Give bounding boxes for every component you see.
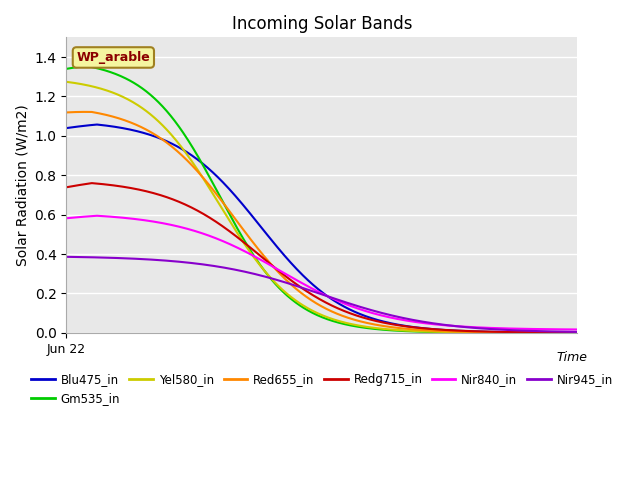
Text: Time: Time [557, 350, 588, 363]
Title: Incoming Solar Bands: Incoming Solar Bands [232, 15, 412, 33]
Y-axis label: Solar Radiation (W/m2): Solar Radiation (W/m2) [15, 104, 29, 266]
Legend: Blu475_in, Gm535_in, Yel580_in, Red655_in, Redg715_in, Nir840_in, Nir945_in: Blu475_in, Gm535_in, Yel580_in, Red655_i… [26, 368, 618, 409]
Text: WP_arable: WP_arable [77, 51, 150, 64]
